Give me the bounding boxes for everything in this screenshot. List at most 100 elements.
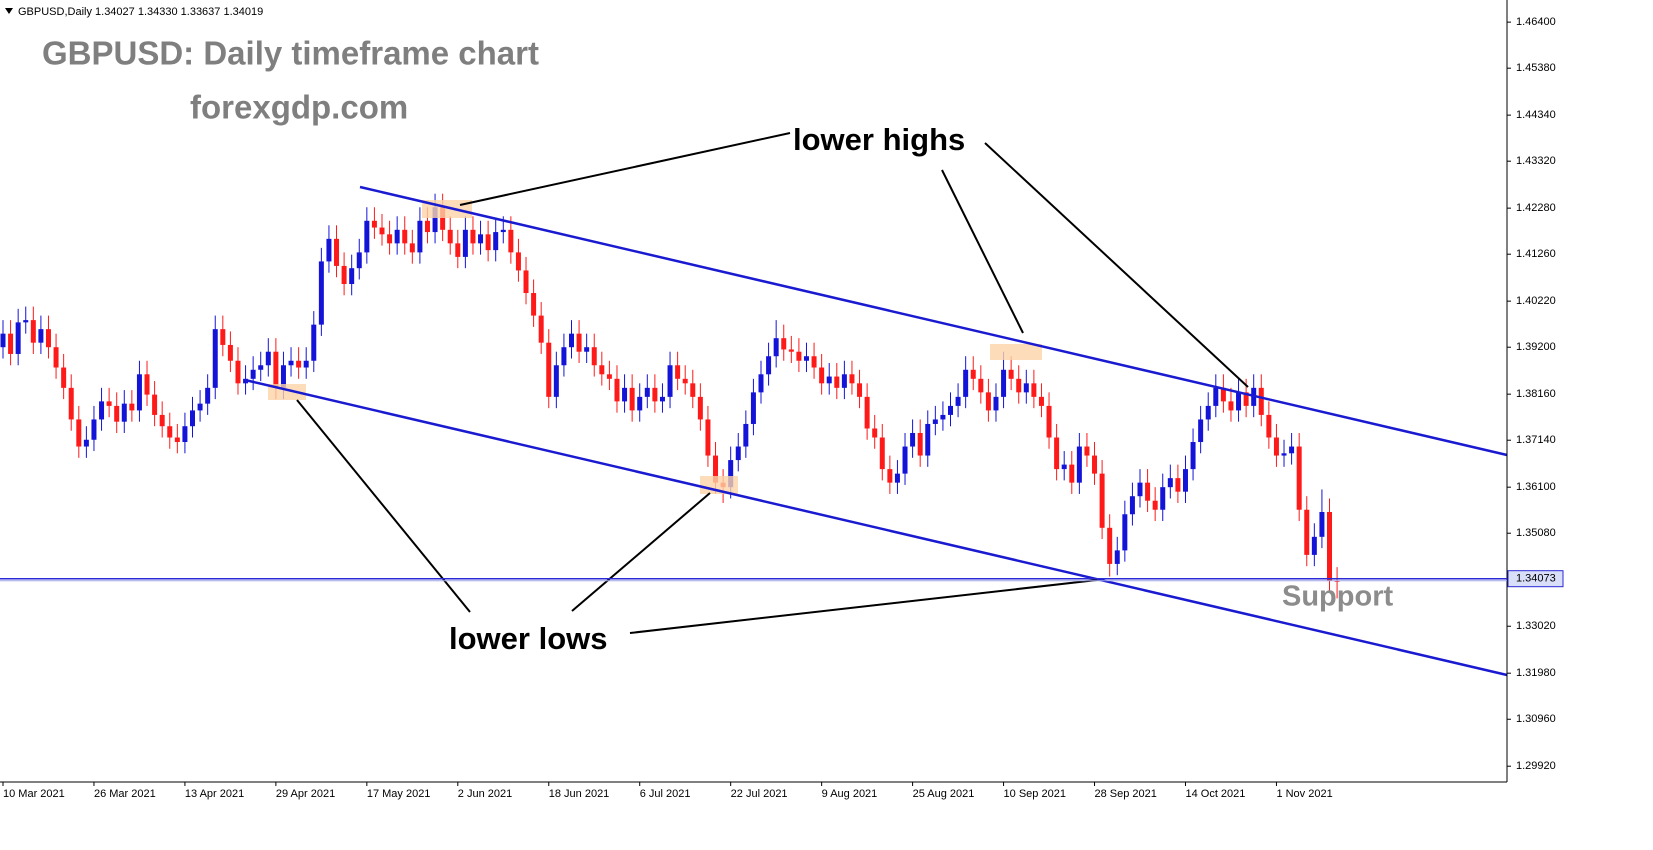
- candle-body: [538, 315, 544, 343]
- candle-body: [1038, 396, 1044, 406]
- candle-body: [432, 207, 438, 233]
- candle-body: [993, 396, 999, 411]
- candle-body: [114, 405, 120, 422]
- candle-body: [1129, 496, 1135, 515]
- annotation: Support: [1282, 581, 1393, 613]
- x-tick-label: 18 Jun 2021: [549, 788, 610, 800]
- candle-body: [970, 369, 976, 379]
- candle-body: [106, 401, 112, 406]
- menu-triangle: [5, 8, 13, 14]
- candle-body: [766, 356, 772, 375]
- x-tick-label: 1 Nov 2021: [1276, 788, 1332, 800]
- y-tick-label: 1.42280: [1516, 202, 1556, 214]
- candle-body: [99, 401, 105, 420]
- candle-body: [1213, 387, 1219, 406]
- candle-body: [349, 268, 355, 284]
- candle-body: [940, 414, 946, 420]
- candle-body: [1304, 509, 1310, 555]
- candle-body: [447, 229, 453, 244]
- x-tick-label: 9 Aug 2021: [822, 788, 878, 800]
- candle-body: [553, 365, 559, 397]
- pointer-line: [459, 132, 791, 206]
- candle-body: [515, 252, 521, 271]
- candle-body: [894, 473, 900, 483]
- y-tick-label: 1.39200: [1516, 341, 1556, 353]
- candle-body: [1107, 527, 1113, 564]
- candle-body: [1220, 387, 1226, 402]
- x-tick-label: 13 Apr 2021: [185, 788, 244, 800]
- candle-body: [1137, 482, 1143, 497]
- candle-body: [644, 387, 650, 397]
- candle-body: [91, 419, 97, 440]
- candle-body: [341, 265, 347, 284]
- candle-body: [864, 396, 870, 429]
- candle-body: [834, 376, 840, 388]
- candle-body: [902, 446, 908, 474]
- candle-body: [1198, 419, 1204, 443]
- candle-body: [750, 392, 756, 424]
- candle-body: [409, 243, 415, 253]
- candle-body: [167, 426, 173, 438]
- candle-body: [1001, 369, 1007, 397]
- y-tick-label: 1.41260: [1516, 248, 1556, 260]
- y-tick-label: 1.33020: [1516, 620, 1556, 632]
- candle-body: [455, 243, 461, 257]
- chart-title: GBPUSD: Daily timeframe chart: [42, 35, 539, 72]
- y-tick-label: 1.29920: [1516, 760, 1556, 772]
- x-tick-label: 29 Apr 2021: [276, 788, 335, 800]
- candle-body: [1046, 405, 1052, 438]
- candle-body: [1281, 453, 1287, 456]
- candle-body: [1145, 482, 1151, 501]
- candle-body: [8, 333, 14, 354]
- candle-body: [932, 419, 938, 424]
- candle-body: [212, 329, 218, 388]
- candle-body: [1319, 512, 1325, 537]
- candle-body: [387, 234, 393, 244]
- candle-body: [1243, 392, 1249, 406]
- x-tick-label: 10 Mar 2021: [3, 788, 65, 800]
- candle-body: [606, 374, 612, 379]
- candle-body: [190, 410, 195, 427]
- chart-subtitle: forexgdp.com: [190, 89, 408, 126]
- candle-body: [523, 270, 529, 294]
- candle-body: [1092, 455, 1098, 474]
- candle-body: [417, 220, 423, 253]
- candle-body: [569, 333, 574, 348]
- candle-body: [1236, 392, 1242, 411]
- candle-body: [1175, 478, 1181, 492]
- candle-body: [963, 369, 969, 397]
- candle-body: [561, 347, 567, 366]
- candle-body: [197, 403, 203, 411]
- y-tick-label: 1.46400: [1516, 16, 1556, 28]
- candle-body: [1076, 446, 1082, 483]
- x-tick-label: 25 Aug 2021: [913, 788, 975, 800]
- candle-body: [1114, 550, 1120, 564]
- pointer-line: [571, 492, 711, 612]
- candle-body: [781, 338, 787, 350]
- candle-body: [978, 378, 984, 393]
- candle-body: [773, 338, 779, 357]
- candle-body: [531, 293, 537, 316]
- candle-body: [159, 414, 165, 427]
- candle-body: [371, 220, 377, 228]
- x-tick-label: 6 Jul 2021: [640, 788, 691, 800]
- candle-body: [182, 426, 188, 443]
- candle-body: [38, 329, 44, 343]
- candle-body: [1084, 446, 1090, 456]
- candle-body: [948, 405, 953, 415]
- candle-body: [174, 437, 180, 443]
- x-tick-label: 22 Jul 2021: [731, 788, 788, 800]
- candle-body: [622, 387, 628, 402]
- candle-body: [1311, 536, 1317, 555]
- price-label-box: [1507, 570, 1564, 588]
- candle-body: [1289, 446, 1295, 454]
- candle-body: [1182, 469, 1188, 492]
- candle-body: [326, 238, 332, 262]
- candle-body: [1205, 405, 1211, 420]
- annotation: lower highs: [793, 122, 965, 157]
- candle-body: [652, 387, 658, 402]
- candle-body: [803, 356, 809, 361]
- y-tick-label: 1.31980: [1516, 667, 1556, 679]
- candle-body: [841, 374, 847, 388]
